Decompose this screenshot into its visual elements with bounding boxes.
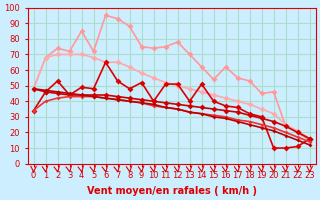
X-axis label: Vent moyen/en rafales ( km/h ): Vent moyen/en rafales ( km/h ) [87, 186, 257, 196]
